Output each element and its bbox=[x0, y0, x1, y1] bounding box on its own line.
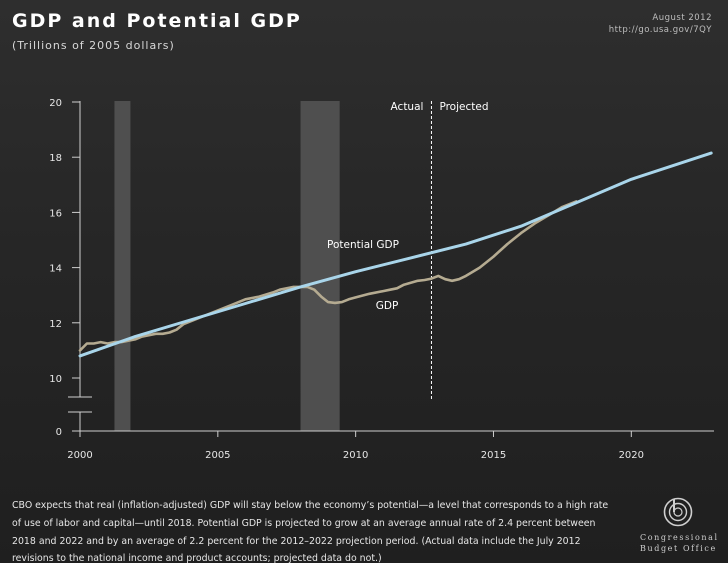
actual-annotation: Actual bbox=[391, 101, 424, 113]
page-title: GDP and Potential GDP bbox=[12, 10, 302, 32]
gdp-label: GDP bbox=[376, 300, 399, 312]
recession-band bbox=[300, 101, 340, 431]
recession-bands bbox=[114, 101, 340, 431]
units-subtitle: (Trillions of 2005 dollars) bbox=[12, 39, 175, 52]
potential-gdp-line bbox=[78, 151, 713, 358]
y-tick-label: 10 bbox=[49, 374, 62, 385]
x-tick-label: 2010 bbox=[343, 450, 368, 461]
logo-line-1: Congressional bbox=[640, 533, 719, 542]
cbo-logo-icon bbox=[663, 497, 693, 527]
y-tick-label: 14 bbox=[49, 264, 62, 275]
x-tick-label: 2005 bbox=[205, 450, 230, 461]
recession-band bbox=[114, 101, 131, 431]
y-tick-label: 18 bbox=[49, 153, 62, 164]
axes: 0 10 12 14 16 18 20 2000 2005 2010 2015 2020 bbox=[49, 98, 714, 461]
y-tick-label: 12 bbox=[49, 319, 62, 330]
y-tick-label: 0 bbox=[56, 427, 62, 438]
x-tick-label: 2020 bbox=[619, 450, 644, 461]
x-tick-label: 2015 bbox=[481, 450, 506, 461]
x-tick-label: 2000 bbox=[67, 450, 92, 461]
y-tick-label: 16 bbox=[49, 208, 62, 219]
chart-caption: CBO expects that real (inflation-adjuste… bbox=[12, 500, 609, 563]
projected-annotation: Projected bbox=[439, 101, 488, 113]
potential-gdp-label: Potential GDP bbox=[327, 239, 399, 251]
line-chart: 0 10 12 14 16 18 20 2000 2005 2010 2015 2020 Actual… bbox=[49, 98, 714, 461]
logo-line-2: Budget Office bbox=[640, 544, 717, 553]
y-tick-label: 20 bbox=[49, 98, 62, 109]
series-lines bbox=[78, 151, 713, 358]
short-url-link[interactable]: http://go.usa.gov/7QY bbox=[608, 25, 712, 35]
chart-labels: Actual Projected Potential GDP GDP bbox=[327, 101, 488, 312]
gdp-line bbox=[78, 200, 578, 352]
publication-date: August 2012 bbox=[652, 13, 712, 23]
cbo-logo-wordmark: Congressional Budget Office bbox=[640, 532, 719, 554]
